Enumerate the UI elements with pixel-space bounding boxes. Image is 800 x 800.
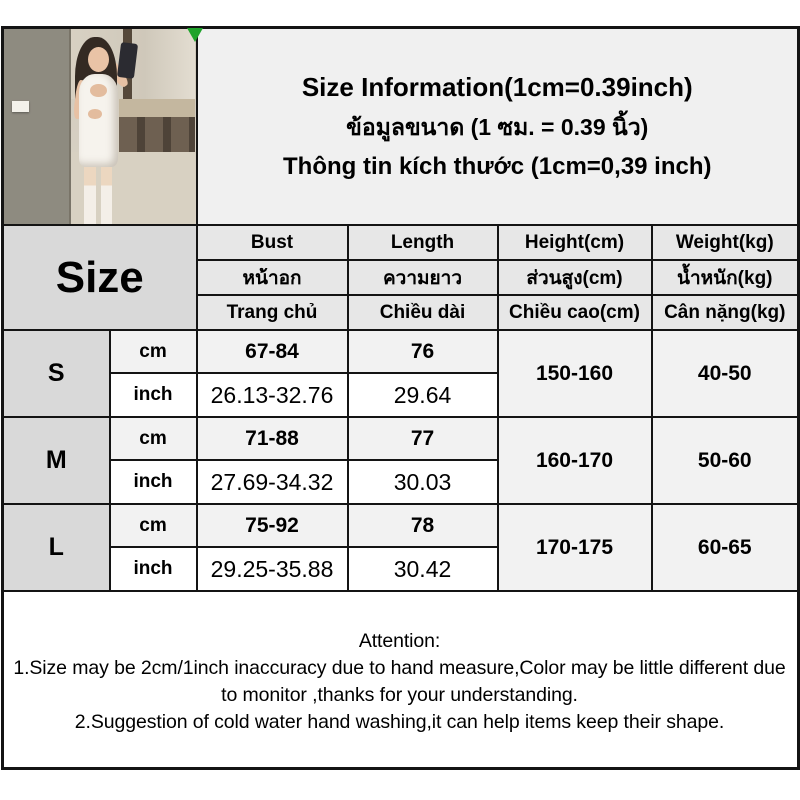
- table-row: inch 26.13-32.76 29.64: [3, 372, 799, 418]
- m-length-inch: 30.03: [346, 459, 499, 505]
- header-bust-vi: Trang chủ: [195, 294, 349, 331]
- header-height-vi: Chiều cao(cm): [496, 294, 653, 331]
- photo-cabinet: [118, 116, 195, 152]
- size-column-header: Size: [1, 224, 198, 331]
- size-information-table: Size Information(1cm=0.39inch) ข้อมูลขนา…: [1, 26, 800, 770]
- header-length-en: Length: [346, 224, 499, 261]
- size-m-label: M: [1, 416, 111, 505]
- attention-cell: Attention: 1.Size may be 2cm/1inch inacc…: [1, 590, 800, 769]
- title-english: Size Information(1cm=0.39inch): [301, 72, 693, 102]
- unit-cm-label: cm: [108, 416, 198, 461]
- photo-counter: [118, 99, 195, 117]
- unit-inch-label: inch: [108, 546, 198, 592]
- title-thai: ข้อมูลขนาด (1 ซม. = 0.39 นิ้ว): [346, 114, 649, 140]
- header-weight-vi: Cân nặng(kg): [650, 294, 800, 331]
- table-row: inch 27.69-34.32 30.03: [3, 459, 799, 505]
- m-bust-inch: 27.69-34.32: [195, 459, 349, 505]
- s-height: 150-160: [496, 329, 653, 418]
- m-height: 160-170: [496, 416, 653, 505]
- title-cell: Size Information(1cm=0.39inch) ข้อมูลขนา…: [195, 26, 800, 226]
- unit-inch-label: inch: [108, 372, 198, 418]
- header-height-th: ส่วนสูง(cm): [496, 259, 653, 296]
- size-s-label: S: [1, 329, 111, 418]
- header-length-vi: Chiều dài: [346, 294, 499, 331]
- l-bust-cm: 75-92: [195, 503, 349, 548]
- table-row: M cm 71-88 77 160-170 50-60: [1, 416, 800, 505]
- photo-model-leg: [100, 165, 113, 224]
- header-length-th: ความยาว: [346, 259, 499, 296]
- m-length-cm: 77: [346, 416, 499, 461]
- m-weight: 50-60: [650, 416, 800, 505]
- header-weight-th: น้ำหนัก(kg): [650, 259, 800, 296]
- s-bust-inch: 26.13-32.76: [195, 372, 349, 418]
- l-bust-inch: 29.25-35.88: [195, 546, 349, 592]
- l-length-inch: 30.42: [346, 546, 499, 592]
- photo-dress-cutout: [88, 108, 102, 119]
- l-weight: 60-65: [650, 503, 800, 592]
- product-photo-cell: [1, 26, 198, 226]
- table-row: inch 29.25-35.88 30.42: [3, 546, 799, 592]
- unit-inch-label: inch: [108, 459, 198, 505]
- photo-door-wall: [4, 29, 72, 224]
- s-length-cm: 76: [346, 329, 499, 374]
- green-corner-marker-icon: [187, 28, 203, 42]
- product-photo: [4, 29, 195, 224]
- photo-light-switch: [11, 101, 29, 113]
- header-bust-th: หน้าอก: [195, 259, 349, 296]
- header-weight-en: Weight(kg): [650, 224, 800, 261]
- s-bust-cm: 67-84: [195, 329, 349, 374]
- photo-dress-cutout: [90, 83, 108, 98]
- attention-note-1: 1.Size may be 2cm/1inch inaccuracy due t…: [13, 656, 786, 706]
- table-row: L cm 75-92 78 170-175 60-65: [1, 503, 800, 592]
- attention-heading: Attention:: [358, 629, 441, 652]
- l-height: 170-175: [496, 503, 653, 592]
- title-vietnamese: Thông tin kích thước (1cm=0,39 inch): [283, 153, 712, 180]
- size-l-label: L: [1, 503, 111, 592]
- header-bust-en: Bust: [195, 224, 349, 261]
- unit-cm-label: cm: [108, 503, 198, 548]
- header-height-en: Height(cm): [496, 224, 653, 261]
- table-row: S cm 67-84 76 150-160 40-50: [1, 329, 800, 418]
- s-weight: 40-50: [650, 329, 800, 418]
- s-length-inch: 29.64: [346, 372, 499, 418]
- photo-model-leg: [84, 165, 96, 224]
- photo-model-face: [88, 46, 110, 72]
- l-length-cm: 78: [346, 503, 499, 548]
- unit-cm-label: cm: [108, 329, 198, 374]
- m-bust-cm: 71-88: [195, 416, 349, 461]
- attention-note-2: 2.Suggestion of cold water hand washing,…: [74, 710, 725, 733]
